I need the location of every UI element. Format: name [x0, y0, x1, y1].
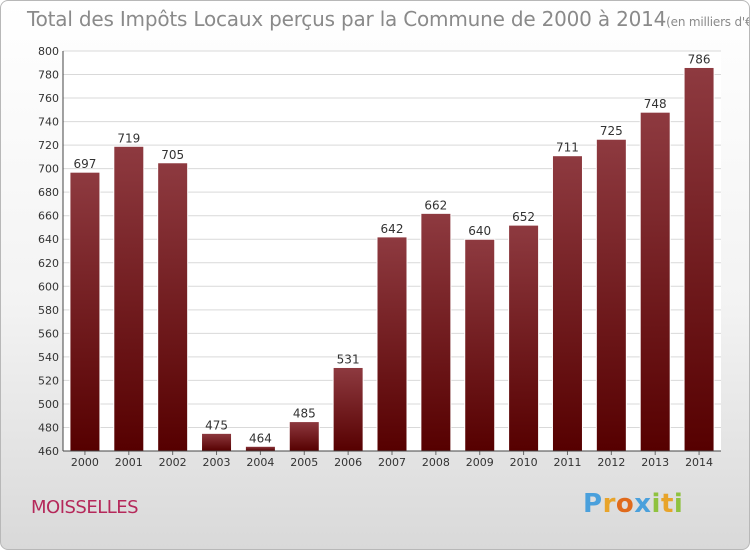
- x-tick-label: 2005: [290, 456, 318, 469]
- bar: [244, 445, 276, 452]
- x-tick-label: 2011: [553, 456, 581, 469]
- x-tick-label: 2008: [422, 456, 450, 469]
- x-tick-label: 2001: [115, 456, 143, 469]
- y-tick-label: 780: [38, 69, 59, 82]
- bar-value-label: 642: [381, 222, 404, 236]
- bar-value-label: 464: [249, 431, 272, 445]
- proxiti-logo: Proxiti: [583, 489, 683, 519]
- y-tick-label: 660: [38, 210, 59, 223]
- y-tick-label: 700: [38, 163, 59, 176]
- bar-value-label: 475: [205, 418, 228, 432]
- bar-value-label: 485: [293, 407, 316, 421]
- bar: [113, 145, 145, 452]
- y-tick-label: 520: [38, 374, 59, 387]
- y-tick-label: 680: [38, 186, 59, 199]
- logo-letter: r: [602, 489, 616, 519]
- x-tick-label: 2009: [466, 456, 494, 469]
- x-tick-label: 2007: [378, 456, 406, 469]
- bar-value-label: 719: [117, 131, 140, 145]
- y-tick-label: 560: [38, 327, 59, 340]
- bar: [508, 224, 540, 452]
- chart-title: Total des Impôts Locaux perçus par la Co…: [27, 7, 750, 31]
- y-tick-label: 600: [38, 280, 59, 293]
- bar-value-label: 662: [424, 198, 447, 212]
- x-tick-label: 2002: [159, 456, 187, 469]
- y-tick-label: 620: [38, 257, 59, 270]
- bar: [288, 421, 320, 452]
- logo-letter: P: [583, 489, 603, 519]
- bar: [420, 212, 452, 452]
- bar: [201, 432, 233, 452]
- bar-value-label: 652: [512, 210, 535, 224]
- y-tick-label: 540: [38, 351, 59, 364]
- bar-value-label: 748: [644, 97, 667, 111]
- unit-note: (en milliers d'€): [666, 15, 750, 29]
- logo-letter: i: [651, 489, 661, 519]
- x-tick-label: 2003: [203, 456, 231, 469]
- bar-value-label: 697: [73, 157, 96, 171]
- bar: [332, 366, 364, 452]
- logo-letter: t: [660, 489, 674, 519]
- x-tick-label: 2004: [246, 456, 274, 469]
- bar: [639, 111, 671, 452]
- y-tick-label: 800: [38, 45, 59, 58]
- bar-value-label: 705: [161, 148, 184, 162]
- bar-value-label: 711: [556, 141, 579, 155]
- bar-value-label: 640: [468, 224, 491, 238]
- x-tick-label: 2013: [641, 456, 669, 469]
- bar: [683, 66, 715, 452]
- bar: [376, 236, 408, 452]
- bar: [595, 138, 627, 452]
- y-tick-label: 480: [38, 421, 59, 434]
- y-tick-label: 760: [38, 92, 59, 105]
- y-tick-label: 720: [38, 139, 59, 152]
- x-tick-label: 2000: [71, 456, 99, 469]
- y-tick-label: 740: [38, 116, 59, 129]
- bar-value-label: 725: [600, 124, 623, 138]
- bar-value-label: 786: [688, 52, 711, 66]
- chart-title-text: Total des Impôts Locaux perçus par la Co…: [27, 7, 667, 31]
- x-tick-label: 2010: [510, 456, 538, 469]
- logo-letter: i: [673, 489, 684, 519]
- logo-letter: o: [615, 489, 635, 519]
- y-tick-label: 500: [38, 398, 59, 411]
- bar: [157, 162, 189, 452]
- commune-name: MOISSELLES: [31, 497, 139, 518]
- logo-letter: x: [634, 489, 652, 519]
- y-tick-label: 460: [38, 445, 59, 458]
- y-tick-label: 580: [38, 304, 59, 317]
- y-tick-label: 640: [38, 233, 59, 246]
- bar: [464, 238, 496, 452]
- bar-value-label: 531: [337, 352, 360, 366]
- bar: [69, 171, 101, 452]
- x-tick-label: 2012: [597, 456, 625, 469]
- x-tick-label: 2014: [685, 456, 713, 469]
- bar: [551, 155, 583, 452]
- x-tick-label: 2006: [334, 456, 362, 469]
